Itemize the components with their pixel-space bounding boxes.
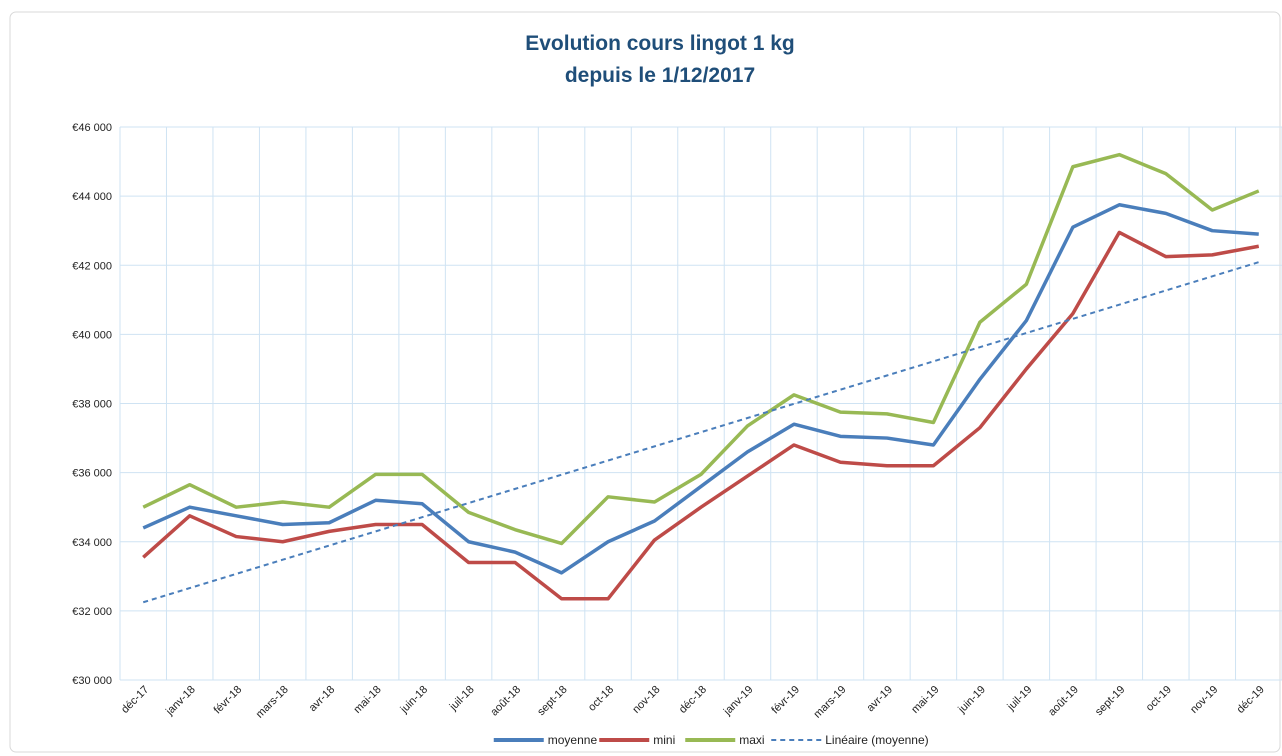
y-tick-label: €46 000 xyxy=(72,122,112,134)
chart-title: Evolution cours lingot 1 kg xyxy=(525,32,795,55)
legend-label: mini xyxy=(653,733,675,747)
series-line xyxy=(142,203,1259,575)
y-tick-label: €30 000 xyxy=(72,675,112,687)
y-tick-label: €40 000 xyxy=(72,329,112,341)
series-line xyxy=(142,230,1260,601)
y-tick-label: €32 000 xyxy=(72,606,112,618)
legend-label: Linéaire (moyenne) xyxy=(825,733,928,747)
y-tick-label: €34 000 xyxy=(72,537,112,549)
series-line xyxy=(142,152,1260,546)
y-tick-label: €42 000 xyxy=(72,260,112,272)
chart-border xyxy=(9,11,1281,753)
y-tick-label: €38 000 xyxy=(72,399,112,411)
legend-label: maxi xyxy=(739,733,764,747)
legend-label: moyenne xyxy=(548,733,598,747)
y-tick-label: €44 000 xyxy=(72,191,112,203)
y-tick-label: €36 000 xyxy=(72,468,112,480)
chart-subtitle: depuis le 1/12/2017 xyxy=(565,64,755,87)
